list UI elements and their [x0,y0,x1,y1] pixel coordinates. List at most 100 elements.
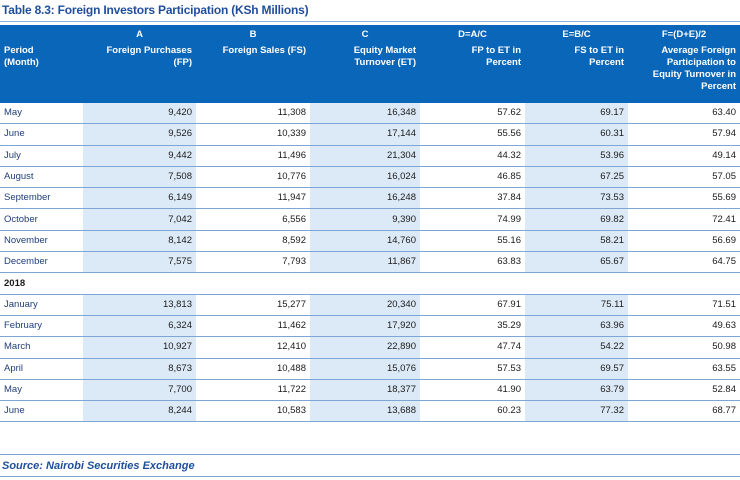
table-row: August 7,508 10,776 16,024 46.85 67.25 57.05 [0,166,740,189]
header-letters-row: A B C D=A/C E=B/C F=(D+E)/2 [0,25,740,45]
value-cell: 67.25 [525,166,628,189]
value-cell: 71.51 [628,294,740,316]
period-cell: December [0,251,83,274]
value-cell: 8,673 [83,358,196,380]
table-row: September 6,149 11,947 16,248 37.84 73.53 55.6… [0,187,740,210]
title-divider [0,21,740,22]
table-row: February 6,324 11,462 17,920 35.29 63.96 49.63 [0,315,740,338]
value-cell: 57.53 [420,358,525,380]
value-cell: 65.67 [525,251,628,274]
value-cell: 50.98 [628,336,740,359]
period-cell: September [0,187,83,210]
value-cell: 9,526 [83,123,196,146]
section-label: 2018 [0,272,83,295]
value-cell: 7,793 [196,251,310,274]
value-cell: 46.85 [420,166,525,189]
value-cell: 57.94 [628,123,740,146]
bottom-divider [0,476,740,477]
value-cell: 69.17 [525,103,628,125]
table-row: March 10,927 12,410 22,890 47.74 54.22 50.98 [0,336,740,359]
period-cell: April [0,358,83,380]
value-cell: 8,592 [196,230,310,253]
value-cell: 72.41 [628,208,740,231]
value-cell: 22,890 [310,336,420,359]
value-cell: 7,575 [83,251,196,274]
period-cell: January [0,294,83,316]
value-cell: 55.69 [628,187,740,210]
value-cell: 49.14 [628,145,740,167]
table-row: May 9,420 11,308 16,348 57.62 69.17 63.40 [0,103,740,125]
value-cell: 7,508 [83,166,196,189]
value-cell: 20,340 [310,294,420,316]
period-cell: February [0,315,83,338]
value-cell: 10,927 [83,336,196,359]
header-label: Foreign Sales (FS) [196,45,310,103]
header-label: FP to ET in Percent [420,45,525,103]
table-row: May 7,700 11,722 18,377 41.90 63.79 52.84 [0,379,740,402]
empty-cell [196,272,310,295]
header-letter: F=(D+E)/2 [628,25,740,45]
value-cell: 9,420 [83,103,196,125]
period-cell: May [0,103,83,125]
value-cell: 8,244 [83,400,196,423]
table-row: January 13,813 15,277 20,340 67.91 75.11 71.51 [0,294,740,316]
header-letter: D=A/C [420,25,525,45]
value-cell: 60.23 [420,400,525,423]
value-cell: 54.22 [525,336,628,359]
value-cell: 60.31 [525,123,628,146]
value-cell: 10,776 [196,166,310,189]
value-cell: 75.11 [525,294,628,316]
period-cell: June [0,400,83,423]
empty-cell [525,272,628,295]
empty-cell [420,272,525,295]
foreign-investors-table: A B C D=A/C E=B/C F=(D+E)/2 Period (Month… [0,25,740,423]
value-cell: 63.79 [525,379,628,402]
value-cell: 13,813 [83,294,196,316]
value-cell: 63.40 [628,103,740,125]
value-cell: 57.05 [628,166,740,189]
value-cell: 6,556 [196,208,310,231]
value-cell: 47.74 [420,336,525,359]
value-cell: 15,277 [196,294,310,316]
value-cell: 17,920 [310,315,420,338]
period-cell: November [0,230,83,253]
period-cell: May [0,379,83,402]
value-cell: 35.29 [420,315,525,338]
value-cell: 17,144 [310,123,420,146]
table-body: May 9,420 11,308 16,348 57.62 69.17 63.40 June 9… [0,103,740,423]
empty-cell [628,272,740,295]
value-cell: 69.82 [525,208,628,231]
value-cell: 63.83 [420,251,525,274]
header-letter: C [310,25,420,45]
value-cell: 12,410 [196,336,310,359]
source-divider [0,454,740,455]
period-cell: July [0,145,83,167]
header-letter: B [196,25,310,45]
value-cell: 11,867 [310,251,420,274]
value-cell: 56.69 [628,230,740,253]
value-cell: 63.55 [628,358,740,380]
period-cell: June [0,123,83,146]
value-cell: 11,308 [196,103,310,125]
value-cell: 73.53 [525,187,628,210]
value-cell: 18,377 [310,379,420,402]
value-cell: 15,076 [310,358,420,380]
value-cell: 74.99 [420,208,525,231]
value-cell: 11,722 [196,379,310,402]
value-cell: 64.75 [628,251,740,274]
header-letter: E=B/C [525,25,628,45]
value-cell: 8,142 [83,230,196,253]
value-cell: 53.96 [525,145,628,167]
value-cell: 49.63 [628,315,740,338]
value-cell: 10,339 [196,123,310,146]
value-cell: 14,760 [310,230,420,253]
table-row: October 7,042 6,556 9,390 74.99 69.82 72.41 [0,208,740,231]
value-cell: 9,390 [310,208,420,231]
value-cell: 77.32 [525,400,628,423]
value-cell: 9,442 [83,145,196,167]
value-cell: 7,042 [83,208,196,231]
empty-cell [83,272,196,295]
value-cell: 67.91 [420,294,525,316]
value-cell: 6,149 [83,187,196,210]
section-row-2018: 2018 [0,272,740,295]
